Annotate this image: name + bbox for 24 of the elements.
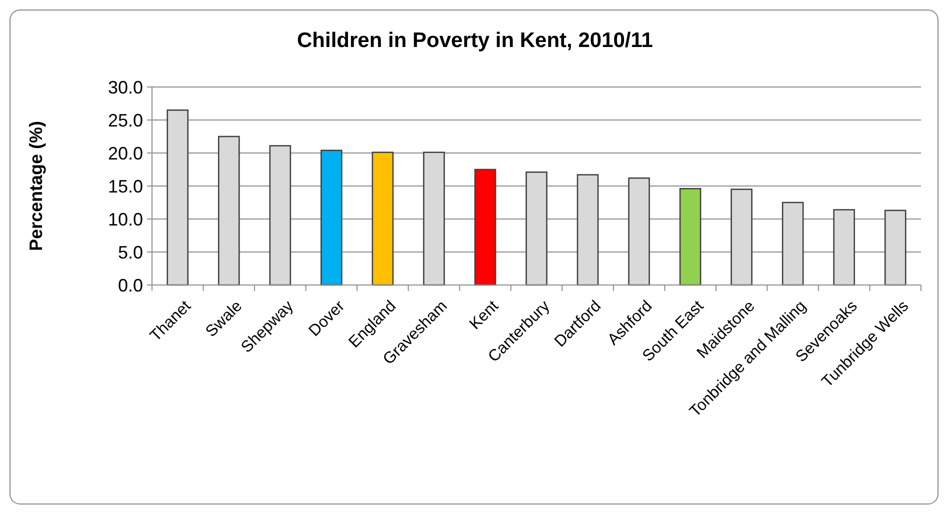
bar (474, 168, 496, 286)
y-tick-label: 0.0 (118, 275, 143, 296)
bar (423, 152, 445, 286)
bar (782, 202, 804, 286)
bar (218, 136, 240, 286)
bar (526, 171, 548, 286)
bar (730, 188, 752, 286)
bar (269, 145, 292, 286)
bar (679, 188, 702, 286)
bar (628, 177, 650, 286)
y-tick-label: 30.0 (108, 77, 143, 98)
bar (320, 150, 342, 286)
bar (166, 109, 189, 286)
bar (372, 152, 394, 286)
y-tick-label: 5.0 (118, 242, 143, 262)
chart-title: Children in Poverty in Kent, 2010/11 (297, 29, 654, 52)
y-tick-label: 25.0 (108, 110, 143, 130)
y-tick-label: 10.0 (108, 209, 143, 230)
bar (884, 210, 906, 286)
y-tick-label: 15.0 (108, 176, 143, 196)
y-tick-label: 20.0 (108, 143, 143, 164)
y-axis-title: Percentage (%) (26, 120, 46, 252)
bar (833, 209, 856, 286)
bar (576, 174, 599, 286)
